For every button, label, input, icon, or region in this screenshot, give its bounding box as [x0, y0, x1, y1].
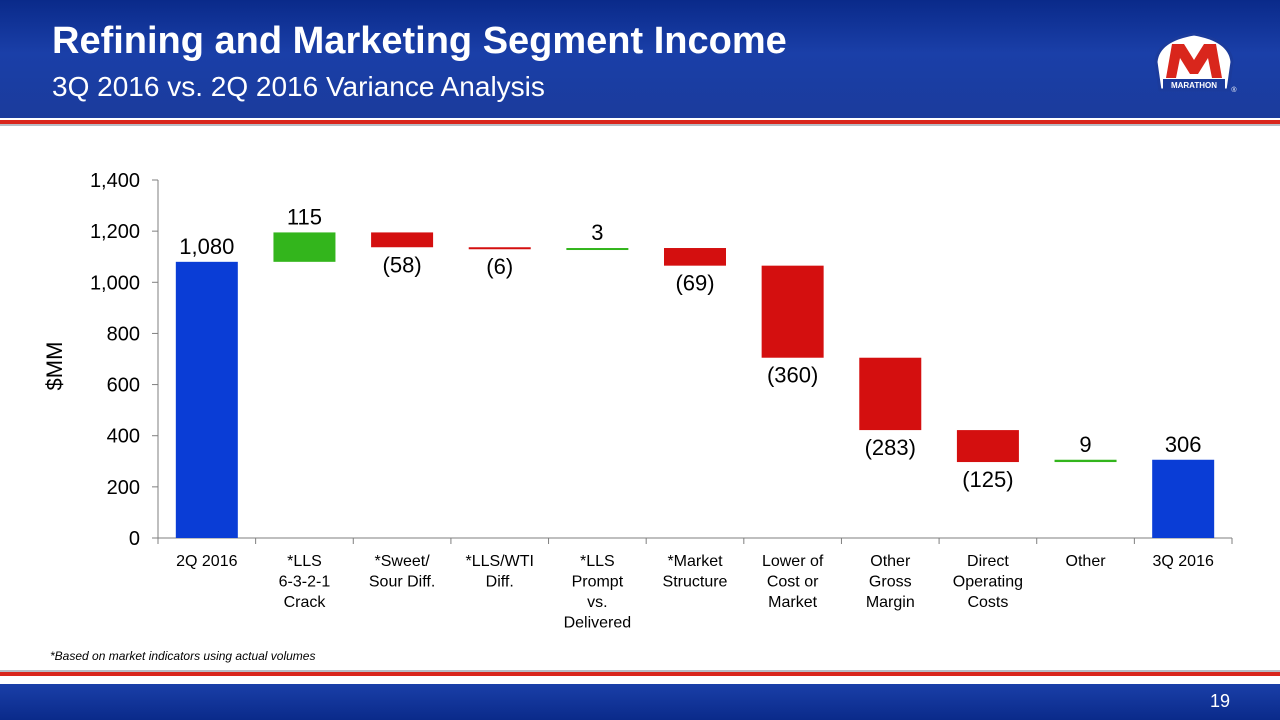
category-label: vs.	[587, 594, 607, 611]
waterfall-bar	[664, 248, 726, 266]
page-number: 19	[1209, 691, 1230, 711]
category-label: Delivered	[564, 615, 632, 632]
category-label: Other	[1066, 553, 1107, 570]
waterfall-chart: 0 200 400 600 800 1,000 1,200 1,400 $MM 1,080 2Q 2…	[42, 170, 1233, 632]
header-divider-grey	[0, 124, 1280, 126]
waterfall-bar	[468, 247, 531, 250]
y-tick-label: 0	[129, 528, 140, 550]
y-tick-label: 1,000	[90, 272, 140, 294]
waterfall-bar	[859, 357, 922, 431]
marathon-logo: MARATHON ®	[1154, 32, 1237, 94]
slide-title: Refining and Marketing Segment Income	[52, 20, 787, 62]
category-label: *LLS	[580, 553, 615, 570]
category-label: Margin	[866, 594, 915, 611]
y-tick-label: 200	[107, 477, 140, 499]
waterfall-bar	[273, 232, 336, 262]
footer-divider-grey	[0, 670, 1280, 672]
data-label: (58)	[383, 252, 422, 277]
footer-divider-red	[0, 672, 1280, 676]
category-label: Crack	[284, 594, 327, 611]
y-tick-label: 600	[107, 375, 140, 397]
y-tick-label: 1,400	[90, 170, 140, 192]
waterfall-bar	[371, 232, 434, 248]
category-label: *LLS/WTI	[465, 553, 533, 570]
header-banner: Refining and Marketing Segment Income 3Q…	[0, 0, 1280, 118]
footnote: *Based on market indicators using actual…	[50, 649, 316, 663]
category-label: Prompt	[572, 574, 624, 591]
category-label: Structure	[663, 574, 728, 591]
category-label: Lower of	[762, 553, 824, 570]
footer-bar: 19	[0, 684, 1280, 720]
header-divider-red	[0, 120, 1280, 124]
y-tick-label: 1,200	[90, 221, 140, 243]
category-label: *Market	[667, 553, 723, 570]
data-label: (69)	[675, 271, 714, 296]
data-label: 3	[591, 220, 603, 245]
waterfall-bar	[761, 265, 824, 358]
category-label: Gross	[869, 574, 912, 591]
category-label: 2Q 2016	[176, 553, 237, 570]
category-label: Cost or	[767, 574, 819, 591]
data-label: (283)	[865, 435, 916, 460]
data-label: (6)	[486, 254, 513, 279]
data-label: 115	[287, 204, 322, 229]
category-label: *LLS	[287, 553, 322, 570]
waterfall-bar	[956, 430, 1019, 463]
category-label: Diff.	[486, 574, 514, 591]
y-tick-label: 400	[107, 426, 140, 448]
data-label: (125)	[962, 467, 1013, 492]
category-label: 6-3-2-1	[279, 574, 331, 591]
category-label: *Sweet/	[375, 553, 431, 570]
data-label: 9	[1079, 432, 1091, 457]
data-label: 306	[1165, 432, 1202, 457]
logo-wordmark: MARATHON	[1171, 81, 1217, 90]
footer-divider-white	[0, 676, 1280, 684]
category-label: 3Q 2016	[1152, 553, 1213, 570]
registered-mark: ®	[1231, 86, 1237, 94]
y-axis-label: $MM	[42, 342, 67, 391]
header-divider-white	[0, 118, 1280, 120]
slide-subtitle: 3Q 2016 vs. 2Q 2016 Variance Analysis	[52, 71, 545, 102]
data-label: 1,080	[179, 234, 234, 259]
category-label: Operating	[953, 574, 1023, 591]
category-label: Other	[870, 553, 911, 570]
data-label: (360)	[767, 363, 818, 388]
waterfall-bar	[175, 261, 238, 538]
y-tick-label: 800	[107, 323, 140, 345]
waterfall-bar	[1152, 459, 1215, 538]
category-label: Direct	[967, 553, 1009, 570]
category-label: Market	[768, 594, 817, 611]
waterfall-bar	[566, 248, 629, 251]
category-label: Sour Diff.	[369, 574, 435, 591]
category-label: Costs	[967, 594, 1008, 611]
waterfall-bar	[1054, 459, 1117, 463]
